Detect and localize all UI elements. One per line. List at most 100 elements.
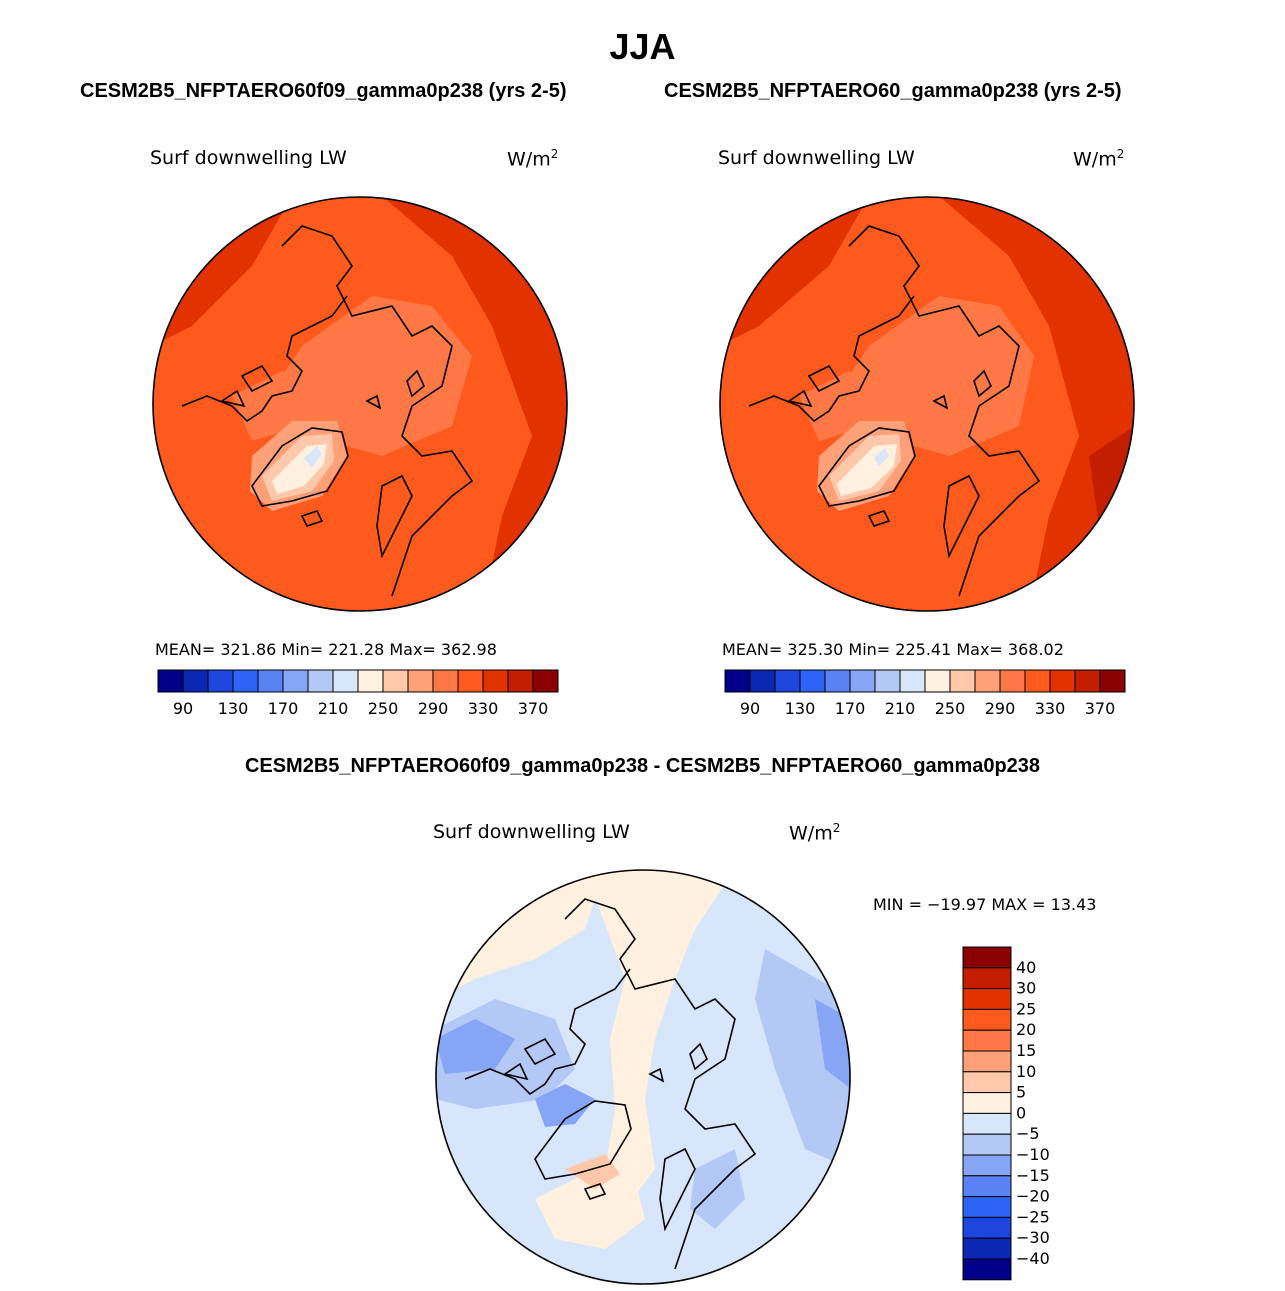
colorbar-boxes	[157, 669, 559, 693]
colorbar-box	[962, 1050, 1012, 1073]
colorbar-box	[332, 669, 359, 693]
colorbar-box	[532, 669, 559, 693]
coast-greenland	[534, 1100, 632, 1180]
colorbar-box	[962, 1216, 1012, 1239]
colorbar-tick-label: 90	[173, 699, 193, 718]
units-exponent: 2	[1116, 147, 1125, 161]
colorbar-box	[382, 669, 409, 693]
colorbar-box	[849, 669, 876, 693]
coast-north-america	[181, 295, 348, 423]
colorbar-box	[899, 669, 926, 693]
colorbar-tick-label: 210	[885, 699, 916, 718]
diff-variable-label: Surf downwelling LW	[433, 821, 630, 843]
field-positive-central	[585, 870, 735, 1209]
field-arctic-ocean	[829, 296, 1034, 456]
colorbar-tick-label: 370	[1085, 699, 1116, 718]
coast-north-america	[464, 968, 631, 1096]
colorbar-box	[974, 669, 1001, 693]
colorbar-box	[949, 669, 976, 693]
colorbar-tick-label: 170	[835, 699, 866, 718]
coastlines	[181, 225, 474, 597]
colorbar-box	[962, 1029, 1012, 1052]
diff-polar-map	[435, 869, 851, 1285]
map-boundary	[435, 869, 851, 1285]
panel2-units-label: W/m2	[1073, 147, 1124, 170]
colorbar-box	[1099, 669, 1126, 693]
panel1-polar-map	[152, 196, 568, 612]
panel1-case-title: CESM2B5_NFPTAERO60f09_gamma0p238 (yrs 2-…	[80, 80, 567, 102]
field-warm-east	[382, 197, 567, 611]
colorbar-tick-label: 5	[1016, 1083, 1026, 1102]
colorbar-box	[1024, 669, 1051, 693]
colorbar-labels: 90 130 170 210 250 290 330 370	[173, 699, 548, 718]
colorbar-box	[157, 669, 184, 693]
field-warm-east	[939, 197, 1134, 611]
field-positive-core	[565, 1154, 620, 1189]
colorbar-tick-label: 25	[1016, 999, 1036, 1018]
panel2-case-title: CESM2B5_NFPTAERO60_gamma0p238 (yrs 2-5)	[664, 80, 1122, 102]
coast-scandinavia	[943, 474, 980, 559]
colorbar-tick-label: 130	[785, 699, 816, 718]
map-boundary	[152, 196, 568, 612]
diff-min-max: MIN = −19.97 MAX = 13.43	[873, 895, 1097, 914]
colorbar-box	[962, 1258, 1012, 1281]
panel2-variable-label: Surf downwelling LW	[718, 147, 915, 169]
field-negative-east	[755, 949, 850, 1169]
colorbar-box	[962, 946, 1012, 969]
colorbar-box	[182, 669, 209, 693]
colorbar-tick-label: 30	[1016, 979, 1036, 998]
colorbar-box	[749, 669, 776, 693]
coast-scandinavia	[659, 1147, 696, 1232]
colorbar-box	[924, 669, 951, 693]
colorbar-tick-label: 0	[1016, 1103, 1026, 1122]
colorbar-boxes	[962, 946, 1012, 1281]
units-base: W/m	[1073, 148, 1117, 171]
panel1-colorbar: 90 130 170 210 250 290 330 370	[157, 669, 559, 718]
figure-title: JJA	[609, 26, 676, 67]
colorbar-tick-label: 370	[518, 699, 549, 718]
colorbar-tick-label: 330	[468, 699, 499, 718]
colorbar-box	[432, 669, 459, 693]
colorbar-box	[1049, 669, 1076, 693]
colorbar-box	[357, 669, 384, 693]
colorbar-tick-label: −5	[1016, 1124, 1040, 1143]
field-greenland-summit	[874, 448, 889, 466]
panel2-polar-map	[719, 196, 1135, 612]
units-base: W/m	[507, 148, 551, 171]
colorbar-tick-label: 290	[985, 699, 1016, 718]
coast-north-america	[748, 295, 915, 423]
colorbar-box	[874, 669, 901, 693]
colorbar-box	[962, 1133, 1012, 1156]
colorbar-tick-label: 290	[418, 699, 449, 718]
colorbar-tick-label: 170	[268, 699, 299, 718]
coast-greenland	[818, 427, 916, 507]
panel2-colorbar: 90 130 170 210 250 290 330 370	[724, 669, 1126, 718]
colorbar-tick-label: 330	[1035, 699, 1066, 718]
colorbar-box	[824, 669, 851, 693]
colorbar-tick-label: 130	[218, 699, 249, 718]
colorbar-tick-label: −20	[1016, 1187, 1050, 1206]
panel1-variable-label: Surf downwelling LW	[150, 147, 347, 169]
colorbar-labels: 90 130 170 210 250 290 330 370	[740, 699, 1115, 718]
colorbar-tick-label: 250	[935, 699, 966, 718]
colorbar-box	[999, 669, 1026, 693]
units-exponent: 2	[832, 821, 841, 835]
colorbar-box	[962, 1237, 1012, 1260]
colorbar-box	[307, 669, 334, 693]
colorbar-tick-label: 40	[1016, 958, 1036, 977]
diff-case-title: CESM2B5_NFPTAERO60f09_gamma0p238 - CESM2…	[244, 755, 1041, 777]
colorbar-box	[457, 669, 484, 693]
colorbar-box	[257, 669, 284, 693]
units-base: W/m	[789, 822, 833, 845]
panel1-stats: MEAN= 321.86 Min= 221.28 Max= 362.98	[155, 640, 497, 659]
coast-islands	[220, 364, 425, 410]
field-positive-atlantic	[535, 1169, 645, 1249]
coastlines	[748, 225, 1041, 597]
field-negative-greenland	[535, 1084, 595, 1127]
colorbar-tick-label: −40	[1016, 1249, 1050, 1268]
panel1-units-label: W/m2	[507, 147, 558, 170]
field-arctic-ocean	[262, 296, 472, 456]
colorbar-box	[482, 669, 509, 693]
field-negative-scandinavia	[690, 1149, 745, 1229]
